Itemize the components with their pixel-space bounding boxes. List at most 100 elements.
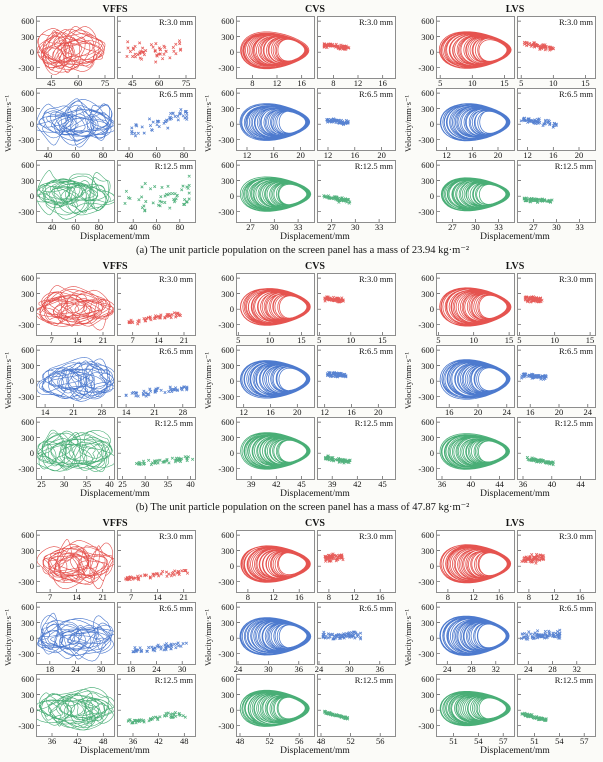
y-tick-label: 600	[421, 273, 434, 284]
y-axis-label-text: Velocity/mm·s⁻¹	[403, 95, 413, 153]
radius-label: R:12.5 mm	[154, 161, 193, 171]
phase-portrait-panel	[436, 602, 515, 665]
scatter-column: R:12.5 mm 27 30 33	[517, 160, 596, 232]
x-tick-label: 10	[550, 335, 559, 345]
panel-row: 600 300 0 -300 36 40 44 R:12.5 mm 36 40 44	[402, 417, 596, 489]
radius-label: R:3.0 mm	[358, 531, 393, 541]
loop-plot	[437, 349, 511, 407]
x-tick-label: 30	[471, 222, 480, 232]
radius-label: R:12.5 mm	[154, 675, 193, 685]
phase-portrait-panel	[236, 345, 315, 408]
x-ticks: 5 10 15	[317, 335, 396, 345]
loop-plot	[237, 678, 310, 736]
tick-marks	[318, 678, 381, 736]
x-tick-label: 75	[181, 78, 191, 88]
y-axis-label-text: Velocity/mm·s⁻¹	[203, 95, 213, 153]
x-tick-label: 7	[49, 335, 54, 345]
phase-portrait-curves	[37, 612, 114, 662]
phase-portrait-panel	[436, 345, 515, 408]
phase-portrait-curves	[440, 177, 511, 212]
tick-marks	[237, 421, 302, 479]
group-c-cvs: CVS Velocity/mm·s⁻¹ 600 300 0 -300 8 12 16 R:3.0 …	[202, 517, 396, 757]
y-tick-label: -300	[18, 648, 34, 659]
radius-label: R:6.5 mm	[558, 89, 593, 99]
scatter-plot	[318, 92, 382, 150]
x-tick-label: 7	[130, 335, 135, 345]
radius-label: R:12.5 mm	[554, 675, 593, 685]
caption-a: (a) The unit particle population on the …	[135, 245, 470, 256]
loop-plot	[437, 678, 511, 736]
y-tick-label: 300	[21, 360, 34, 371]
phase-portrait-column: 5 10 15	[436, 273, 515, 345]
x-ticks: 12 16 20	[436, 150, 515, 160]
panel-row: 600 300 0 -300 7 14 21 R:3.0 mm 7 14 21	[2, 273, 196, 345]
phase-portrait-panel	[436, 160, 515, 223]
group-c-vffs: VFFS Velocity/mm·s⁻¹ 600 300 0 -300 7 14 21 R:3.0…	[2, 517, 196, 757]
y-tick-label: 300	[421, 31, 434, 42]
y-tick-label: 0	[429, 376, 434, 387]
phase-portrait-panel	[36, 160, 115, 223]
radius-label: R:3.0 mm	[558, 531, 593, 541]
x-tick-label: 40	[466, 479, 476, 489]
x-axis-label: Displacement/mm	[80, 232, 150, 242]
x-tick-label: 27	[448, 222, 457, 232]
scatter-column: R:12.5 mm 48 52 56	[317, 674, 396, 746]
scatter-panel: R:6.5 mm	[117, 345, 196, 408]
x-tick-label: 15	[504, 335, 514, 345]
scatter-plot	[318, 678, 381, 736]
x-ticks: 7 14 21	[117, 335, 196, 345]
x-ticks: 14 21 28	[117, 407, 196, 417]
group-title: VFFS	[102, 261, 128, 272]
y-ticks: 600 300 0 -300	[414, 273, 436, 345]
y-tick-label: 300	[421, 432, 434, 443]
x-tick-label: 27	[327, 222, 336, 232]
scatter-points	[323, 454, 352, 465]
y-ticks: 600 300 0 -300	[14, 273, 36, 345]
x-axis-label: Displacement/mm	[80, 746, 150, 756]
phase-portrait-column: 27 30 33	[236, 160, 315, 232]
y-tick-label: -300	[218, 463, 234, 474]
y-ticks: 600 300 0 -300	[14, 602, 36, 674]
y-ticks: 600 300 0 -300	[214, 602, 236, 674]
x-ticks: 12 16 20	[317, 150, 396, 160]
tick-marks	[237, 606, 300, 664]
y-tick-label: 600	[421, 88, 434, 99]
scatter-plot	[318, 349, 379, 407]
y-tick-label: 300	[21, 175, 34, 186]
x-ticks: 24 30 36	[315, 664, 396, 674]
x-tick-label: 51	[530, 736, 539, 746]
y-tick-label: 0	[229, 633, 234, 644]
phase-portrait-column: 48 52 56	[236, 674, 315, 746]
y-tick-label: 300	[221, 103, 234, 114]
x-tick-label: 40	[186, 479, 195, 489]
scatter-plot	[318, 20, 384, 78]
x-ticks: 5 10 15	[517, 335, 596, 345]
x-tick-label: 18	[45, 664, 55, 674]
y-ticks: 600 300 0 -300	[214, 530, 236, 602]
scatter-plot	[318, 421, 383, 479]
x-tick-label: 12	[353, 78, 363, 88]
y-tick-label: -300	[418, 319, 434, 330]
x-tick-label: 42	[353, 479, 362, 489]
scatter-column: R:3.0 mm 5 10 15	[517, 16, 596, 88]
phase-portrait-curves	[439, 544, 512, 584]
x-tick-label: 45	[297, 479, 306, 489]
phase-portrait-panel	[36, 602, 115, 665]
x-tick-label: 24	[152, 664, 161, 674]
x-tick-label: 12	[242, 150, 252, 160]
y-ticks: 600 300 0 -300	[14, 16, 36, 88]
phase-portrait-panel	[236, 417, 315, 480]
y-tick-label: 600	[421, 674, 434, 685]
phase-portrait-panel	[436, 88, 515, 151]
y-ticks: 600 300 0 -300	[414, 16, 436, 88]
x-tick-label: 36	[47, 736, 57, 746]
x-tick-label: 39	[327, 479, 337, 489]
scatter-plot	[118, 92, 189, 150]
scatter-plot	[518, 277, 591, 335]
scatter-panel: R:6.5 mm	[117, 88, 196, 151]
x-ticks: 25 30 35 40	[36, 479, 115, 489]
panel-row: 600 300 0 -300 51 54 57 R:12.5 mm 51 54 57	[402, 674, 596, 746]
x-axis-label: Displacement/mm	[280, 489, 350, 499]
tick-marks	[37, 92, 104, 150]
y-tick-label: -300	[18, 62, 34, 73]
